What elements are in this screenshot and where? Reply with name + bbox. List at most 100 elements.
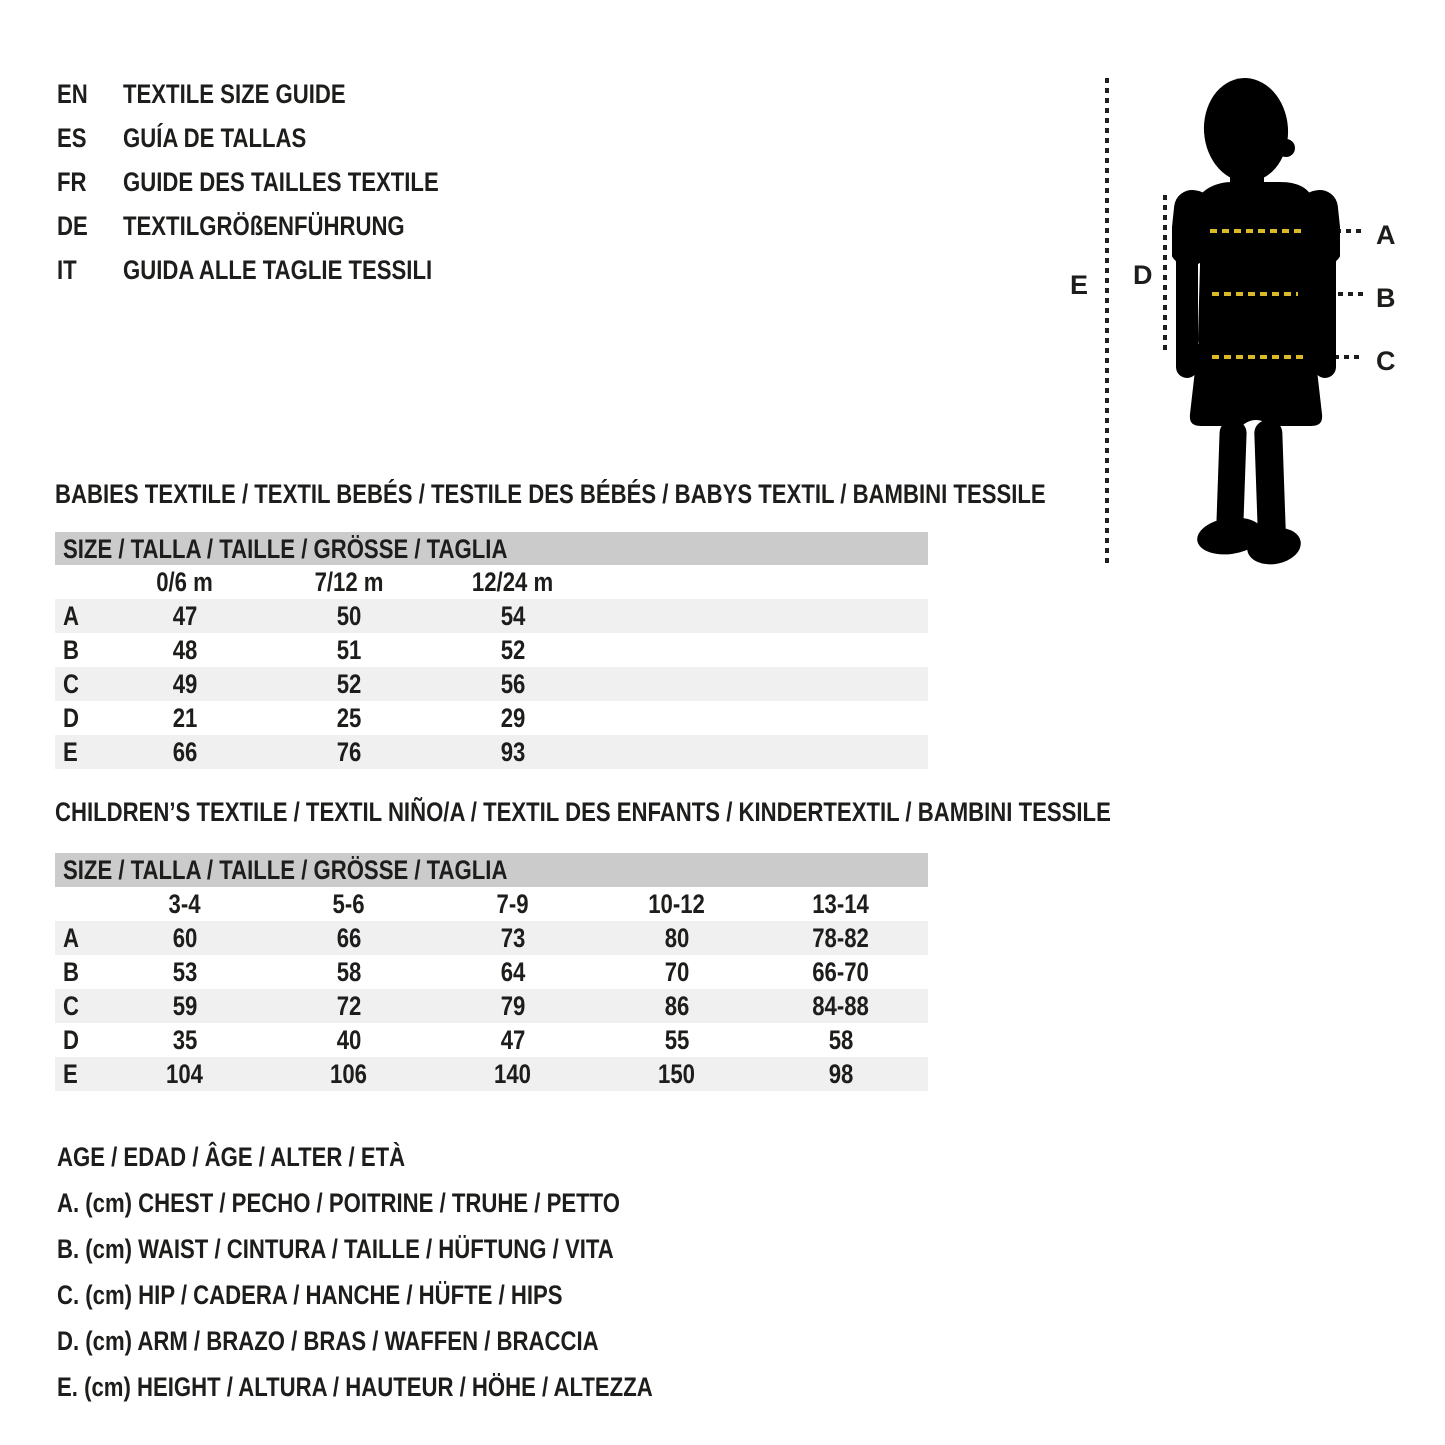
- legend-waist: B. (cm) WAIST / CINTURA / TAILLE / HÜFTU…: [57, 1234, 614, 1264]
- table-row: C 59 72 79 86 84-88: [55, 989, 928, 1023]
- diagram-label-b: B: [1376, 283, 1396, 313]
- column-header: 0/6 m: [156, 567, 214, 597]
- hip-measure-line-c: [1212, 355, 1304, 359]
- table-cell: 104: [166, 1059, 204, 1089]
- column-header: 10-12: [648, 889, 706, 919]
- table-cell: 59: [172, 991, 198, 1021]
- table-row: A 60 66 73 80 78-82: [55, 921, 928, 955]
- waist-measure-line-b: [1212, 292, 1298, 296]
- table-row: B 48 51 52: [55, 633, 928, 667]
- table-row: D 35 40 47 55 58: [55, 1023, 928, 1057]
- diagram-label-e: E: [1070, 270, 1089, 300]
- column-header: 5-6: [332, 889, 366, 919]
- table-cell: 150: [658, 1059, 696, 1089]
- table-cell: 51: [336, 635, 362, 665]
- language-code: ES: [57, 123, 87, 153]
- language-code: EN: [57, 79, 88, 109]
- legend-chest: A. (cm) CHEST / PECHO / POITRINE / TRUHE…: [57, 1188, 620, 1218]
- table-cell: 72: [336, 991, 362, 1021]
- column-header: 13-14: [812, 889, 870, 919]
- table-cell: 52: [336, 669, 362, 699]
- babies-table-header-bar: SIZE / TALLA / TAILLE / GRÖSSE / TAGLIA: [55, 532, 928, 565]
- table-row: E 104 106 140 150 98: [55, 1057, 928, 1091]
- language-code: IT: [57, 255, 77, 285]
- language-row-fr: FR GUIDE DES TAILLES TEXTILE: [0, 165, 700, 199]
- table-cell: 66: [336, 923, 362, 953]
- table-cell: 52: [500, 635, 526, 665]
- table-cell: 47: [172, 601, 198, 631]
- row-label: E: [63, 1059, 78, 1089]
- language-title: TEXTILGRÖßENFÜHRUNG: [123, 211, 405, 241]
- legend-hip: C. (cm) HIP / CADERA / HANCHE / HÜFTE / …: [57, 1280, 563, 1310]
- language-title: TEXTILE SIZE GUIDE: [123, 79, 346, 109]
- legend-arm: D. (cm) ARM / BRAZO / BRAS / WAFFEN / BR…: [57, 1326, 599, 1356]
- babies-size-table: SIZE / TALLA / TAILLE / GRÖSSE / TAGLIA …: [55, 532, 928, 769]
- table-cell: 49: [172, 669, 198, 699]
- size-header-text: SIZE / TALLA / TAILLE / GRÖSSE / TAGLIA: [63, 533, 508, 564]
- language-row-de: DE TEXTILGRÖßENFÜHRUNG: [0, 209, 700, 243]
- children-column-header-row: 3-4 5-6 7-9 10-12 13-14: [55, 887, 928, 921]
- table-cell: 40: [336, 1025, 362, 1055]
- table-cell: 53: [172, 957, 198, 987]
- table-row: A 47 50 54: [55, 599, 928, 633]
- table-cell: 66-70: [812, 957, 870, 987]
- language-title: GUIDA ALLE TAGLIE TESSILI: [123, 255, 433, 285]
- table-cell: 29: [500, 703, 526, 733]
- children-heading-text: CHILDREN’S TEXTILE / TEXTIL NIÑO/A / TEX…: [55, 797, 1111, 827]
- child-silhouette: [1172, 78, 1340, 565]
- table-row: C 49 52 56: [55, 667, 928, 701]
- legend-height: E. (cm) HEIGHT / ALTURA / HAUTEUR / HÖHE…: [57, 1372, 653, 1402]
- column-header: 7/12 m: [314, 567, 384, 597]
- babies-heading-text: BABIES TEXTILE / TEXTIL BEBÉS / TESTILE …: [55, 479, 1046, 509]
- language-row-en: EN TEXTILE SIZE GUIDE: [0, 77, 700, 111]
- table-cell: 86: [664, 991, 690, 1021]
- row-label: D: [63, 703, 79, 733]
- language-title: GUÍA DE TALLAS: [123, 123, 307, 153]
- table-cell: 78-82: [812, 923, 870, 953]
- table-cell: 60: [172, 923, 198, 953]
- table-row: B 53 58 64 70 66-70: [55, 955, 928, 989]
- row-label: B: [63, 635, 79, 665]
- table-cell: 106: [330, 1059, 368, 1089]
- row-label: C: [63, 991, 79, 1021]
- table-cell: 58: [828, 1025, 854, 1055]
- legend-age: AGE / EDAD / ÂGE / ALTER / ETÀ: [57, 1142, 406, 1172]
- table-cell: 98: [828, 1059, 854, 1089]
- column-header: 12/24 m: [472, 567, 554, 597]
- arm-measure-line-d: [1163, 195, 1167, 352]
- table-cell: 70: [664, 957, 690, 987]
- row-label: E: [63, 737, 78, 767]
- row-label: A: [63, 601, 79, 631]
- table-cell: 25: [336, 703, 362, 733]
- table-cell: 64: [500, 957, 526, 987]
- chest-measure-line-a: [1210, 229, 1306, 233]
- table-cell: 35: [172, 1025, 198, 1055]
- table-cell: 73: [500, 923, 526, 953]
- language-row-it: IT GUIDA ALLE TAGLIE TESSILI: [0, 253, 700, 287]
- table-cell: 84-88: [812, 991, 870, 1021]
- row-label: D: [63, 1025, 79, 1055]
- language-title: GUIDE DES TAILLES TEXTILE: [123, 167, 439, 197]
- language-code: FR: [57, 167, 87, 197]
- diagram-label-a: A: [1376, 220, 1396, 250]
- row-label: C: [63, 669, 79, 699]
- table-cell: 21: [172, 703, 198, 733]
- row-label: A: [63, 923, 79, 953]
- table-cell: 66: [172, 737, 198, 767]
- babies-column-header-row: 0/6 m 7/12 m 12/24 m: [55, 565, 928, 599]
- table-cell: 140: [494, 1059, 532, 1089]
- size-header-text: SIZE / TALLA / TAILLE / GRÖSSE / TAGLIA: [63, 855, 508, 885]
- children-section-heading: CHILDREN’S TEXTILE / TEXTIL NIÑO/A / TEX…: [55, 795, 1343, 829]
- babies-section-heading: BABIES TEXTILE / TEXTIL BEBÉS / TESTILE …: [55, 477, 1263, 511]
- table-cell: 80: [664, 923, 690, 953]
- row-label: B: [63, 957, 79, 987]
- table-cell: 93: [500, 737, 526, 767]
- table-row: E 66 76 93: [55, 735, 928, 769]
- column-header: 3-4: [168, 889, 202, 919]
- diagram-label-c: C: [1376, 346, 1396, 376]
- table-cell: 55: [664, 1025, 690, 1055]
- table-row: D 21 25 29: [55, 701, 928, 735]
- table-cell: 58: [336, 957, 362, 987]
- children-size-table: SIZE / TALLA / TAILLE / GRÖSSE / TAGLIA …: [55, 853, 928, 1091]
